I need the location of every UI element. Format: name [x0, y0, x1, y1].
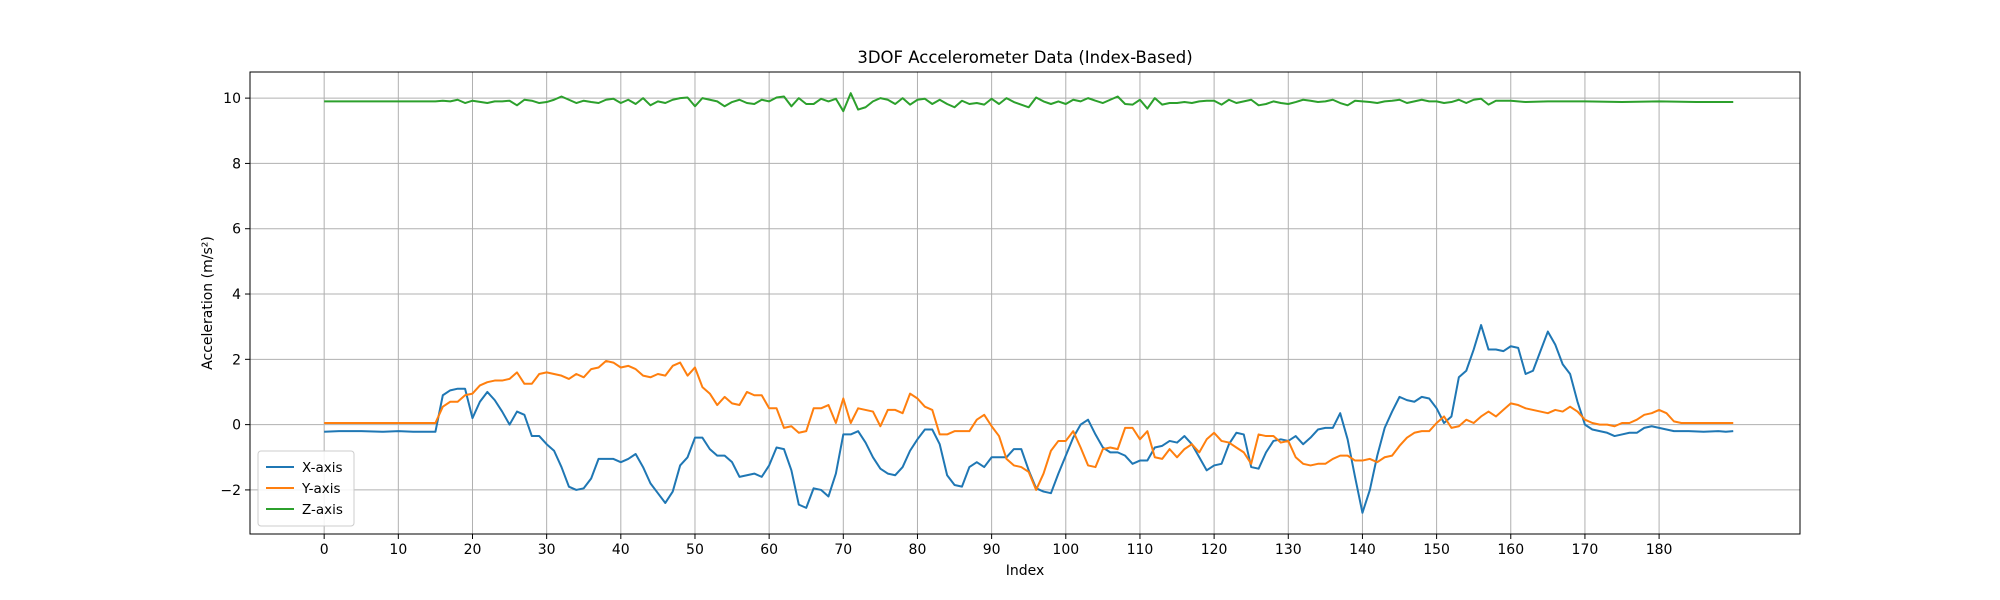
y-tick-label: 6	[232, 222, 241, 238]
y-tick-label: 2	[232, 352, 241, 368]
x-axis-label: Index	[1006, 563, 1045, 579]
x-tick-label: 180	[1646, 542, 1673, 558]
legend-label: Y-axis	[301, 481, 341, 497]
y-tick-label: 4	[232, 287, 241, 303]
x-tick-label: 160	[1497, 542, 1524, 558]
x-tick-label: 110	[1127, 542, 1154, 558]
plot-frame	[249, 71, 1801, 535]
x-tick-label: 0	[320, 542, 329, 558]
series-lines	[324, 92, 1734, 514]
x-tick-label: 150	[1423, 542, 1450, 558]
series-line-z-axis	[324, 92, 1734, 113]
x-tick-label: 130	[1275, 542, 1302, 558]
x-tick-label: 170	[1572, 542, 1599, 558]
legend-label: X-axis	[302, 460, 343, 476]
x-tick-label: 90	[983, 542, 1001, 558]
axis-ticks: 0 10 20 30 40 50 60 70 80 90 100 110 120 130 140 150 160…	[220, 91, 1672, 558]
x-tick-label: 50	[686, 542, 704, 558]
x-tick-label: 30	[538, 542, 556, 558]
x-tick-label: 70	[834, 542, 852, 558]
x-tick-label: 60	[760, 542, 778, 558]
x-tick-label: 10	[389, 542, 407, 558]
series-line-x-axis	[324, 324, 1734, 514]
x-tick-label: 80	[909, 542, 927, 558]
legend-label: Z-axis	[302, 502, 343, 518]
chart-title: 3DOF Accelerometer Data (Index-Based)	[857, 48, 1192, 67]
x-tick-label: 120	[1201, 542, 1228, 558]
legend: X-axis Y-axis Z-axis	[257, 450, 355, 527]
x-tick-label: 40	[612, 542, 630, 558]
x-tick-label: 20	[464, 542, 482, 558]
x-tick-label: 100	[1052, 542, 1079, 558]
y-tick-label: 0	[232, 418, 241, 434]
y-axis-label: Acceleration (m/s²)	[200, 236, 216, 370]
legend-box	[257, 450, 355, 527]
y-tick-label: 10	[223, 91, 241, 107]
y-tick-label: 8	[232, 156, 241, 172]
x-tick-label: 140	[1349, 542, 1376, 558]
series-line-y-axis	[324, 359, 1734, 491]
y-tick-label: −2	[220, 483, 241, 499]
